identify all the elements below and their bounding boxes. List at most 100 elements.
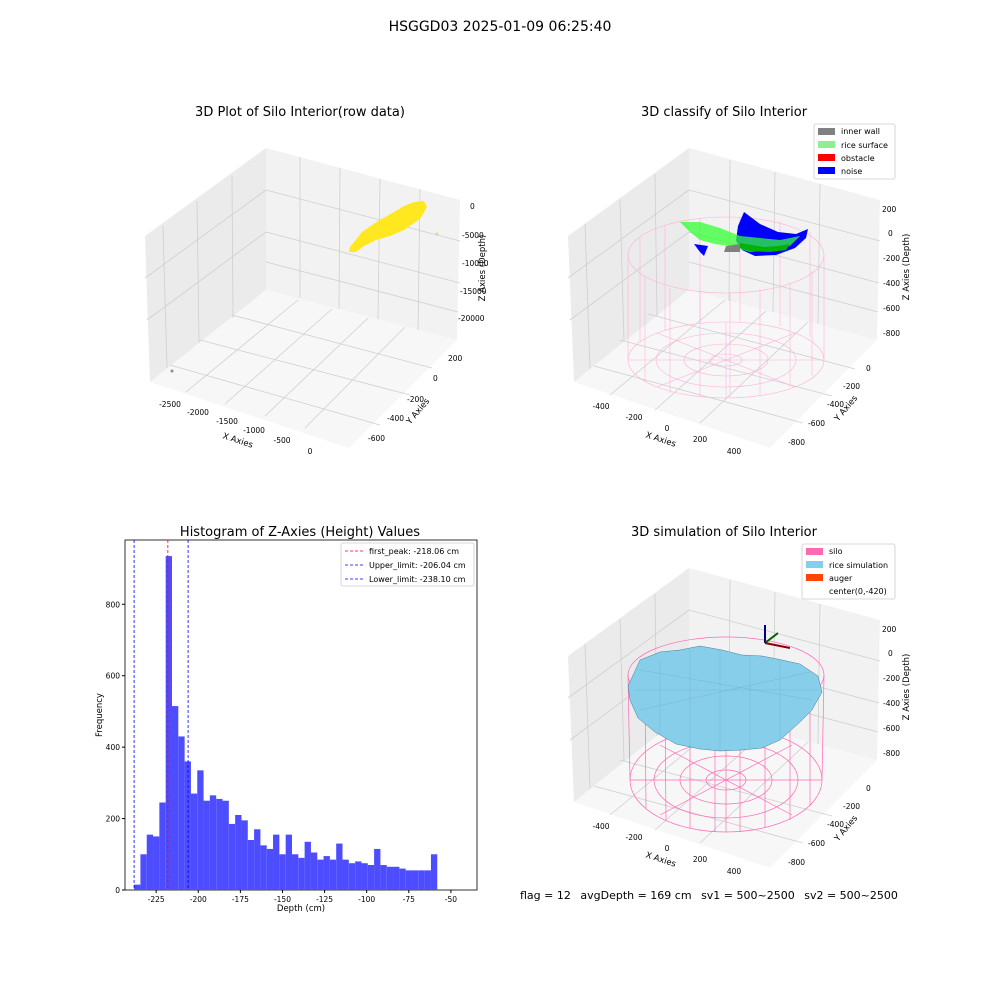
y-tick-label: -800 xyxy=(788,858,805,867)
rice-simulation-surface xyxy=(627,645,823,752)
histogram-bar xyxy=(367,865,375,890)
histogram-bar xyxy=(405,870,412,890)
legend-label-silo: silo xyxy=(829,547,843,556)
histogram-title: Histogram of Z-Axies (Height) Values xyxy=(180,525,420,540)
histogram-bar xyxy=(430,854,438,890)
panel-raw-title: 3D Plot of Silo Interior(row data) xyxy=(195,105,405,120)
z-tick-label: 200 xyxy=(882,205,897,214)
histogram-bar xyxy=(329,859,337,890)
z-tick-label: -400 xyxy=(883,279,900,288)
y-tick-label: 0 xyxy=(866,784,871,793)
histogram-bar xyxy=(291,854,299,890)
inner-wall-points xyxy=(724,244,740,252)
legend-swatch-inner-wall xyxy=(818,128,835,135)
z-tick-label: -10000 xyxy=(462,259,489,268)
y-tick-label: -400 xyxy=(827,400,844,409)
y-tick-label: -600 xyxy=(368,434,385,443)
flag-text: flag = 12 xyxy=(520,889,571,902)
x-tick-label: -500 xyxy=(273,436,290,445)
histogram-bar xyxy=(374,848,381,890)
y-tick-label: 200 xyxy=(448,354,463,363)
panel-classify-legend: inner wall rice surface obstacle noise xyxy=(813,123,896,180)
panel-classify-xlabel: X Axies xyxy=(644,430,677,449)
y-tick-label: 0 xyxy=(115,886,120,895)
histogram-bar xyxy=(418,870,425,890)
panel-classify-title: 3D classify of Silo Interior xyxy=(641,105,808,120)
legend-frame xyxy=(813,123,896,180)
histogram-bar xyxy=(399,868,406,890)
panel-classify-points xyxy=(680,212,808,256)
histogram-bar xyxy=(209,795,217,890)
x-tick-label: -200 xyxy=(625,413,642,422)
histogram-bar xyxy=(424,870,431,890)
legend-frame xyxy=(801,543,896,600)
panel-classify-yticks: 0 -200 -400 -600 -800 xyxy=(788,364,871,447)
rice-surface-point-cloud xyxy=(680,222,800,252)
panel-classify-pane-floor xyxy=(574,290,877,448)
panel-simulation-3d: 3D simulation of Silo Interior xyxy=(567,525,912,876)
z-tick-label: -200 xyxy=(883,254,900,263)
histogram-bar xyxy=(310,852,318,890)
y-tick-label: -800 xyxy=(788,438,805,447)
y-tick-label: 800 xyxy=(106,600,121,609)
histogram-bar xyxy=(355,861,362,890)
histogram-bar xyxy=(190,793,198,890)
legend-label-first-peak: first_peak: -218.06 cm xyxy=(369,547,459,556)
z-tick-label: -600 xyxy=(883,304,900,313)
z-tick-label: -600 xyxy=(883,724,900,733)
rice-surface-dense xyxy=(740,243,790,252)
histogram-bar xyxy=(411,870,419,890)
histogram-bar xyxy=(386,866,394,890)
panel-simulation-zlabel: Z Axies (Depth) xyxy=(902,654,912,721)
y-tick-label: -200 xyxy=(843,802,860,811)
x-tick-label: 0 xyxy=(665,844,670,853)
panel-classify-silo-wireframe xyxy=(627,216,825,399)
histogram-bar xyxy=(140,854,147,890)
y-tick-label: -400 xyxy=(387,414,404,423)
histogram-bar xyxy=(323,856,330,890)
histogram-x-ticks: -225 -200 -175 -150 -125 -100 -75 -50 xyxy=(148,890,457,904)
histogram-bar xyxy=(241,820,248,890)
x-tick-label: -400 xyxy=(592,822,609,831)
noise-fragment xyxy=(694,244,708,256)
x-tick-label: 0 xyxy=(665,424,670,433)
panel-classify-xticks: -400 -200 0 200 400 xyxy=(592,402,741,456)
z-tick-label: 200 xyxy=(882,625,897,634)
histogram-bar xyxy=(285,834,292,890)
x-tick-label: -150 xyxy=(274,895,291,904)
sv1-text: sv1 = 500~2500 xyxy=(701,889,795,902)
histogram-bar xyxy=(165,556,172,890)
x-tick-label: -100 xyxy=(358,895,375,904)
histogram-xlabel: Depth (cm) xyxy=(277,904,325,914)
panel-raw-yticks: 200 0 -200 -400 -600 xyxy=(368,354,463,443)
histogram-y-ticks: 0 200 400 600 800 xyxy=(106,600,125,895)
legend-swatch-obstacle xyxy=(818,154,835,161)
x-tick-label: -50 xyxy=(445,895,457,904)
legend-swatch-rice-surface xyxy=(818,141,835,148)
histogram-bar xyxy=(171,706,179,890)
x-tick-label: 200 xyxy=(693,435,708,444)
legend-swatch-auger xyxy=(806,574,823,581)
panel-raw-points xyxy=(170,201,439,373)
panel-simulation-center-axes xyxy=(764,625,791,649)
y-tick-label: 400 xyxy=(106,743,121,752)
histogram-bar xyxy=(228,823,236,890)
histogram-bar xyxy=(266,848,274,890)
histogram-bar xyxy=(393,866,400,890)
panel-simulation-xticks: -400 -200 0 200 400 xyxy=(592,822,741,876)
x-tick-label: -1000 xyxy=(243,426,265,435)
panel-simulation-title: 3D simulation of Silo Interior xyxy=(631,525,818,540)
panel-raw-pane-floor xyxy=(150,290,457,448)
panel-simulation-zticks: 200 0 -200 -400 -600 -800 xyxy=(882,625,900,758)
histogram-bar xyxy=(317,859,324,890)
legend-label-rice-simulation: rice simulation xyxy=(829,561,888,570)
legend-label-auger: auger xyxy=(829,574,853,583)
histogram-bar xyxy=(380,865,387,890)
z-tick-label: -800 xyxy=(883,749,900,758)
raw-point-cloud xyxy=(349,201,427,252)
z-tick-label: -800 xyxy=(883,329,900,338)
histogram-bar xyxy=(298,857,305,890)
legend-label-inner-wall: inner wall xyxy=(841,127,880,136)
panel-simulation-legend: silo rice simulation auger center(0,-420… xyxy=(801,543,896,600)
histogram-bar xyxy=(222,800,229,890)
